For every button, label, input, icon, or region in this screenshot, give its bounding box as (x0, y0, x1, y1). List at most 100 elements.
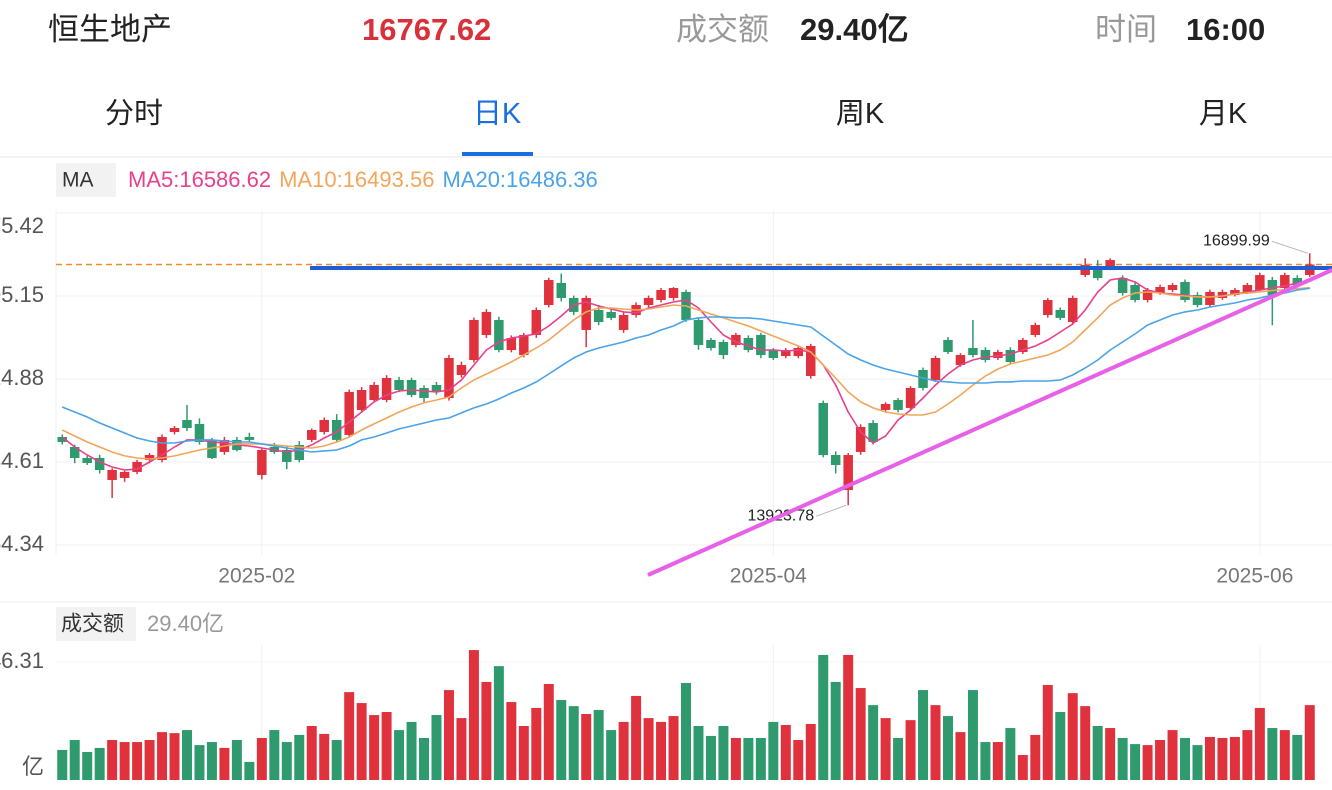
candle-body (593, 309, 604, 323)
legend-entry: MA5:16586.62 (128, 167, 271, 192)
volume-bar (269, 730, 280, 780)
volume-bar (531, 707, 542, 780)
ma-label: MA (62, 169, 94, 192)
volume-bar (718, 726, 729, 780)
volume-bar (69, 740, 80, 780)
candle-body (419, 387, 429, 398)
candle-body (494, 319, 504, 351)
volume-bar (493, 666, 504, 780)
candle-body (1292, 277, 1303, 286)
candle-body (955, 355, 966, 366)
candle-body (718, 341, 729, 356)
volume-bar (1117, 737, 1128, 780)
volume-bar (693, 726, 704, 780)
volume-bar (182, 730, 192, 780)
turnover-value: 29.40亿 (800, 12, 909, 47)
volume-bar (394, 730, 405, 780)
volume-bar (431, 715, 442, 780)
candle-body (693, 319, 704, 345)
volume-bar (980, 742, 991, 780)
volume-bar (1042, 684, 1053, 780)
x-tick-label: 2025-06 (1216, 565, 1293, 588)
volume-bar (1204, 736, 1215, 780)
candle-body (1230, 290, 1240, 296)
volume-bar (356, 703, 367, 780)
volume-bar (231, 740, 242, 780)
y-tick-label: 14434.61 (0, 448, 44, 473)
volume-bar (780, 724, 791, 780)
tab[interactable]: 分时 (104, 98, 164, 130)
volume-bar (1192, 745, 1203, 780)
x-tick-label: 2025-04 (730, 565, 807, 588)
candle-body (257, 450, 267, 475)
candle-body (968, 348, 978, 356)
volume-bar (1292, 734, 1303, 780)
volume-bar (581, 714, 592, 780)
volume-bar (1167, 730, 1178, 780)
candle-body (119, 471, 130, 478)
candle-body (1242, 285, 1253, 292)
candle-body (282, 450, 292, 462)
candle-body (818, 402, 828, 456)
volume-bar (1130, 744, 1141, 780)
volume-bar (481, 681, 492, 780)
candle-body (768, 350, 779, 358)
volume-bar (556, 700, 567, 780)
volume-bar (656, 721, 667, 780)
candle-body (618, 314, 629, 330)
volume-bar (1092, 726, 1103, 780)
candle-body (194, 423, 205, 442)
candle-body (656, 290, 666, 300)
time-label: 时间 (1095, 12, 1157, 47)
volume-bar (1217, 737, 1228, 780)
candle-body (893, 399, 903, 410)
volume-bar (918, 690, 929, 780)
volume-bar (1180, 737, 1190, 780)
volume-bar (144, 740, 155, 780)
candle-body (456, 365, 467, 376)
volume-bar (893, 737, 904, 780)
volume-bar (1254, 707, 1265, 780)
volume-bar (381, 711, 392, 780)
turnover-label: 成交额 (676, 12, 769, 47)
volume-bar (419, 737, 430, 780)
volume-bar (855, 688, 866, 780)
volume-bar (1105, 728, 1116, 780)
volume-bar (319, 733, 330, 780)
tab[interactable]: 日K (472, 98, 522, 130)
candle-body (1105, 260, 1115, 268)
candle-body (943, 339, 953, 352)
volume-bar (344, 692, 355, 780)
candle-body (481, 311, 492, 335)
candle-body (356, 389, 367, 410)
volume-bar (1142, 745, 1153, 780)
candle-body (406, 380, 417, 395)
volume-bar (456, 718, 467, 780)
volume-bar (518, 726, 529, 780)
candle-body (132, 461, 142, 472)
tab[interactable]: 月K (1198, 98, 1248, 130)
candle-body (1255, 275, 1265, 291)
candle-body (1117, 277, 1128, 293)
candle-body (394, 380, 404, 390)
volume-bar (369, 715, 380, 780)
volume-bar (805, 723, 816, 780)
volume-bar (406, 721, 417, 780)
volume-bar (1267, 728, 1278, 780)
volume-bar (631, 695, 642, 780)
volume-bar (643, 718, 654, 780)
drawn-trend-line (647, 268, 1332, 577)
volume-bar (94, 747, 105, 780)
candle-body (1217, 291, 1228, 298)
candle-body (1192, 295, 1203, 305)
candle-body (344, 391, 354, 435)
volume-bar (705, 735, 716, 780)
candle-body (781, 350, 791, 357)
candle-body (743, 338, 754, 351)
candle-body (331, 419, 342, 440)
volume-bar (219, 747, 230, 780)
active-tab-underline (462, 152, 533, 156)
tab[interactable]: 周K (835, 98, 885, 130)
volume-bar (793, 740, 804, 780)
